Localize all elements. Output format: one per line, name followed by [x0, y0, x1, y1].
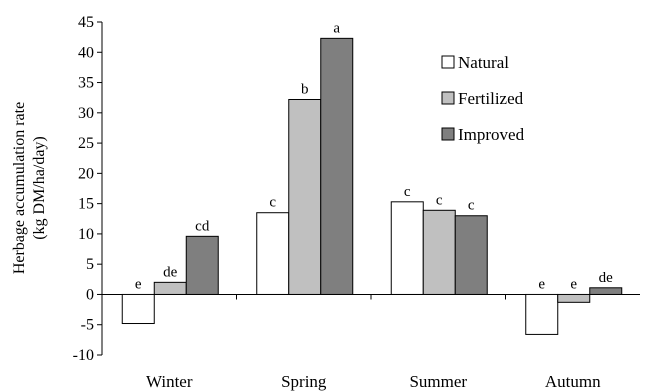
y-axis-label-line-1: Herbage accumulation rate [11, 102, 28, 274]
axes [101, 22, 640, 355]
y-tick-label: 30 [78, 105, 94, 122]
legend-label: Fertilized [458, 89, 524, 108]
bar-natural-spring [256, 212, 290, 295]
bar-label: b [301, 81, 309, 97]
bar-label: de [163, 264, 178, 280]
bar-significance-labels: e de cd c b a c c c e e de [135, 20, 613, 292]
bar-label: e [570, 276, 577, 292]
y-tick-label: 35 [78, 75, 94, 92]
y-tick-label: 0 [86, 286, 94, 303]
bar-label: c [404, 184, 411, 200]
bar-improved-autumn [589, 287, 623, 295]
legend-swatch [441, 127, 455, 141]
y-axis-label-line-2: (kg DM/ha/day) [31, 136, 48, 240]
y-tick-label: 25 [78, 135, 94, 152]
bar-label: a [333, 20, 340, 36]
bar-natural-summer [390, 201, 424, 295]
bar-label: c [269, 195, 276, 211]
bar-natural-autumn [525, 293, 559, 335]
x-category-label: Summer [409, 372, 467, 391]
x-category-label: Spring [281, 372, 327, 391]
bar-label: cd [195, 218, 210, 234]
bar-label: de [599, 270, 614, 286]
bar-fertilized-winter [153, 281, 187, 295]
y-tick-label: -10 [73, 347, 94, 364]
x-axis-category-labels: Winter Spring Summer Autumn [146, 372, 601, 391]
bar-improved-winter [185, 235, 219, 295]
y-tick-label: -5 [81, 317, 94, 334]
y-axis-label-group: Herbage accumulation rate (kg DM/ha/day) [11, 102, 48, 274]
bar-natural-winter [121, 293, 155, 325]
bar-label: c [436, 192, 443, 208]
y-tick-label: 20 [78, 165, 94, 182]
bar-improved-spring [320, 37, 354, 295]
bar-label: e [538, 276, 545, 292]
bars [121, 37, 623, 335]
bar-fertilized-spring [288, 98, 322, 295]
legend-label: Improved [458, 125, 525, 144]
legend-label: Natural [458, 53, 509, 72]
bar-fertilized-summer [422, 209, 456, 295]
y-tick-label: 15 [78, 196, 94, 213]
y-tick-label: 5 [86, 256, 94, 273]
bar-improved-summer [454, 215, 488, 295]
x-category-label: Winter [146, 372, 193, 391]
y-tick-label: 10 [78, 226, 94, 243]
x-category-label: Autumn [545, 372, 601, 391]
legend: Natural Fertilized Improved [441, 53, 525, 144]
y-tick-label: 45 [78, 14, 94, 31]
bar-label: c [468, 198, 475, 214]
bar-fertilized-autumn [557, 293, 591, 303]
bar-label: e [135, 276, 142, 292]
legend-swatch [441, 91, 455, 105]
y-axis-ticks: -10 -5 0 5 10 15 20 25 30 35 40 45 [73, 14, 102, 364]
legend-swatch [441, 55, 455, 69]
y-tick-label: 40 [78, 44, 94, 61]
